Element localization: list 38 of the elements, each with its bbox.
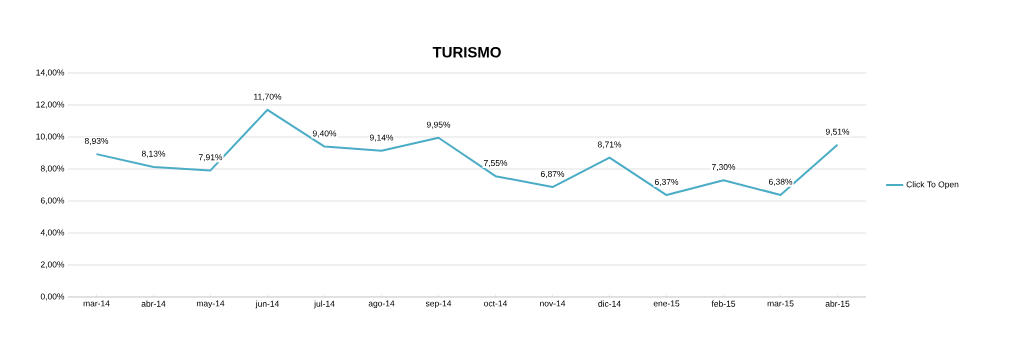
legend-label: Click To Open: [906, 181, 959, 190]
y-tick-label: 6,00%: [40, 197, 65, 205]
data-label: 8,71%: [597, 141, 622, 149]
data-label: 8,93%: [84, 137, 109, 145]
x-tick-label: abr-14: [141, 300, 166, 307]
x-tick-label: feb-15: [711, 300, 736, 307]
x-tick-label: sep-14: [425, 300, 452, 309]
y-tick-label: 14,00%: [36, 69, 65, 77]
x-tick-label: abr-15: [825, 300, 850, 307]
data-label: 9,14%: [369, 134, 394, 142]
x-tick-label: oct-14: [484, 300, 508, 307]
data-label: 6,38%: [768, 178, 793, 186]
x-tick-label: mar-14: [83, 300, 110, 307]
data-label: 11,70%: [254, 93, 282, 101]
x-tick-label: may-14: [196, 300, 225, 309]
data-label: 9,40%: [312, 130, 337, 138]
data-label: 9,95%: [426, 121, 451, 129]
y-tick-label: 8,00%: [40, 165, 65, 173]
data-label: 8,13%: [141, 150, 166, 158]
data-label: 7,55%: [483, 160, 508, 168]
chart-title: TURISMO: [432, 46, 501, 58]
data-label: 7,30%: [711, 164, 736, 172]
y-tick-label: 12,00%: [36, 101, 65, 109]
data-label: 7,91%: [198, 154, 223, 162]
x-tick-label: mar-15: [767, 300, 794, 307]
data-label: 6,37%: [654, 178, 679, 186]
y-tick-label: 0,00%: [40, 293, 65, 301]
x-tick-label: jul-14: [313, 300, 335, 309]
y-tick-label: 10,00%: [36, 133, 65, 141]
x-tick-label: jun-14: [255, 300, 280, 309]
x-tick-label: dic-14: [598, 300, 621, 307]
x-tick-label: nov-14: [540, 300, 566, 307]
y-tick-label: 2,00%: [40, 261, 65, 269]
y-tick-label: 4,00%: [40, 229, 65, 237]
data-label: 9,51%: [825, 128, 850, 136]
x-tick-label: ene-15: [653, 300, 680, 307]
x-tick-label: ago-14: [368, 300, 395, 309]
data-label: 6,87%: [540, 170, 565, 178]
